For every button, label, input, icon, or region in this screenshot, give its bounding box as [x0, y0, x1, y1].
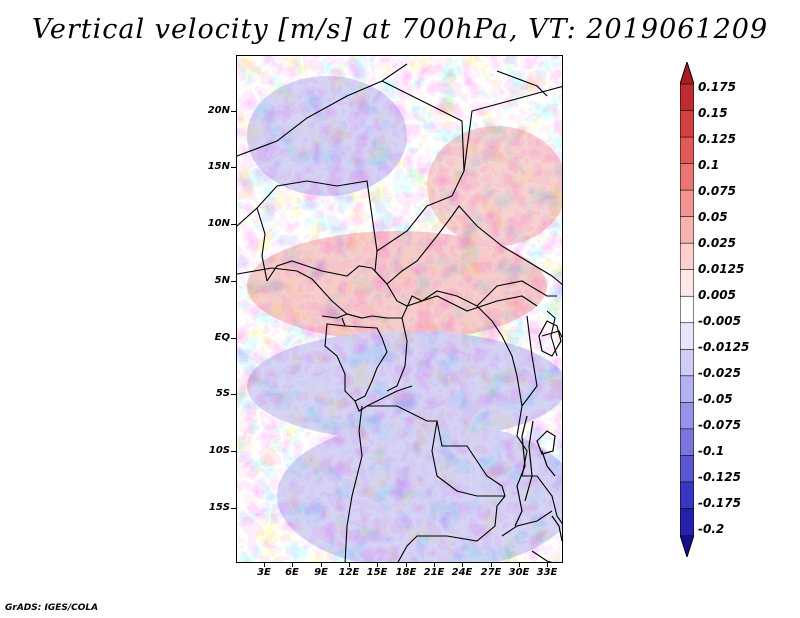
lon-label: 21E: [423, 567, 445, 578]
colorbar-label: -0.2: [698, 522, 725, 536]
lon-label: 12E: [338, 567, 360, 578]
colorbar-box: [680, 84, 694, 112]
lat-label: 10S: [208, 445, 230, 456]
lat-tick: [231, 451, 236, 452]
colorbar-box: [680, 243, 694, 271]
colorbar-label: -0.05: [698, 392, 733, 406]
colorbar-label: 0.025: [698, 236, 736, 250]
lon-tick: [406, 563, 407, 567]
lon-label: 33E: [536, 567, 558, 578]
lon-tick: [292, 563, 293, 567]
colorbar-label: 0.15: [698, 106, 728, 120]
regional-tints: [247, 76, 562, 562]
colorbar-label: 0.075: [698, 184, 736, 198]
colorbar-box: [680, 428, 694, 456]
colorbar-box: [680, 375, 694, 403]
colorbar-box: [680, 269, 694, 297]
lon-tick: [377, 563, 378, 567]
lat-label: 20N: [207, 105, 230, 116]
colorbar-label: 0.175: [698, 80, 736, 94]
lon-label: 27E: [480, 567, 502, 578]
lat-tick: [231, 111, 236, 112]
chart-title: Vertical velocity [m/s] at 700hPa, VT: 2…: [31, 14, 769, 45]
colorbar: [680, 62, 694, 557]
colorbar-box: [680, 296, 694, 324]
colorbar-box: [680, 349, 694, 377]
colorbar-label: -0.075: [698, 418, 741, 432]
lat-tick: [231, 508, 236, 509]
colorbar-box: [680, 402, 694, 430]
colorbar-label: 0.05: [698, 210, 728, 224]
colorbar-label: -0.1: [698, 444, 725, 458]
lon-tick: [349, 563, 350, 567]
colorbar-label: -0.0125: [698, 340, 750, 354]
colorbar-top-arrow: [680, 62, 694, 84]
lon-label: 3E: [257, 567, 271, 578]
lon-label: 15E: [366, 567, 388, 578]
map-plot-area: [236, 55, 563, 563]
grads-credit: GrADS: IGES/COLA: [5, 603, 99, 613]
colorbar-label: 0.0125: [698, 262, 745, 276]
lon-label: 24E: [451, 567, 473, 578]
lon-tick: [491, 563, 492, 567]
lat-tick: [231, 281, 236, 282]
colorbar-label: -0.005: [698, 314, 741, 328]
lat-label: 5N: [214, 275, 230, 286]
lon-label: 30E: [508, 567, 530, 578]
field-texture: [237, 56, 562, 562]
lat-tick: [231, 224, 236, 225]
colorbar-label: 0.125: [698, 132, 736, 146]
colorbar-box: [680, 216, 694, 244]
country-borders: [237, 63, 562, 562]
lon-tick: [434, 563, 435, 567]
lat-label: 5S: [215, 388, 230, 399]
colorbar-label: 0.1: [698, 158, 720, 172]
lake-outlines: [496, 70, 562, 542]
colorbar-box: [680, 137, 694, 165]
lat-tick: [231, 338, 236, 339]
lat-label: 15N: [207, 161, 230, 172]
colorbar-box: [680, 508, 694, 536]
lon-tick: [519, 563, 520, 567]
lon-label: 9E: [314, 567, 328, 578]
colorbar-label: -0.175: [698, 496, 741, 510]
colorbar-box: [680, 322, 694, 350]
lat-tick: [231, 167, 236, 168]
colorbar-box: [680, 110, 694, 138]
lon-tick: [547, 563, 548, 567]
velocity-field: [237, 56, 562, 562]
colorbar-label: -0.125: [698, 470, 741, 484]
lon-tick: [321, 563, 322, 567]
lon-tick: [264, 563, 265, 567]
lat-label: 15S: [208, 502, 230, 513]
lon-label: 6E: [285, 567, 299, 578]
lat-label: 10N: [207, 218, 230, 229]
colorbar-box: [680, 163, 694, 191]
colorbar-label: 0.005: [698, 288, 736, 302]
lon-tick: [462, 563, 463, 567]
colorbar-box: [680, 190, 694, 218]
lat-tick: [231, 394, 236, 395]
colorbar-bottom-arrow: [680, 535, 694, 557]
colorbar-box: [680, 455, 694, 483]
colorbar-box: [680, 481, 694, 509]
lat-label: EQ: [214, 332, 230, 343]
colorbar-label: -0.025: [698, 366, 741, 380]
lon-label: 18E: [395, 567, 417, 578]
